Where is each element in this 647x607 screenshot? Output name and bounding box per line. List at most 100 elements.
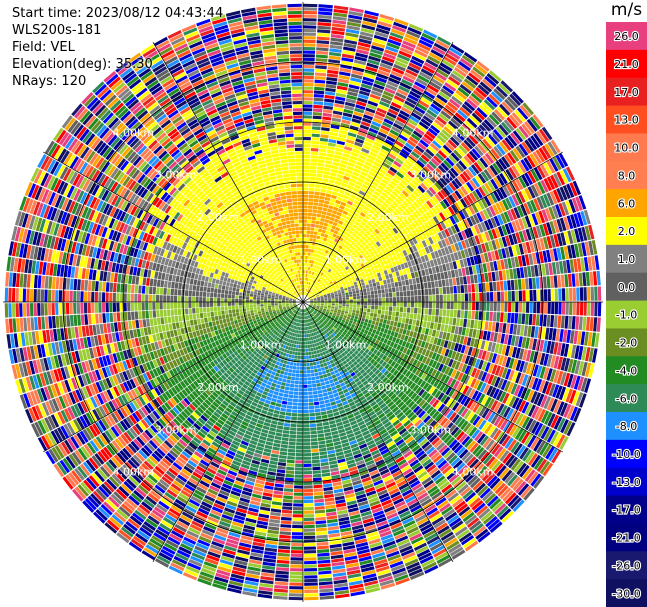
velocity-gate — [388, 288, 392, 293]
velocity-gate — [489, 311, 493, 322]
velocity-gate — [499, 450, 510, 462]
velocity-gate — [353, 111, 364, 117]
velocity-gate — [326, 446, 335, 451]
velocity-gate — [303, 481, 313, 486]
velocity-gate — [331, 558, 344, 563]
velocity-gate — [296, 435, 303, 439]
velocity-gate — [340, 439, 349, 444]
velocity-gate — [430, 103, 442, 113]
velocity-gate — [309, 297, 313, 299]
velocity-gate — [348, 401, 356, 407]
velocity-gate — [410, 290, 414, 296]
velocity-gate — [312, 115, 322, 120]
velocity-gate — [310, 151, 319, 156]
velocity-gate — [562, 329, 568, 343]
velocity-gate — [314, 343, 318, 347]
velocity-gate — [448, 388, 456, 398]
velocity-gate — [364, 302, 368, 306]
velocity-gate — [546, 160, 556, 174]
velocity-gate — [447, 492, 459, 502]
velocity-gate — [327, 526, 339, 531]
velocity-gate — [319, 319, 323, 323]
velocity-gate — [541, 126, 553, 141]
velocity-gate — [326, 353, 331, 358]
velocity-gate — [318, 325, 322, 329]
velocity-gate — [344, 391, 351, 397]
velocity-gate — [305, 341, 308, 345]
velocity-gate — [389, 213, 396, 220]
velocity-gate — [325, 357, 330, 362]
velocity-gate — [525, 241, 532, 254]
velocity-gate — [303, 391, 308, 396]
velocity-gate — [312, 312, 316, 315]
velocity-gate — [358, 275, 363, 280]
velocity-gate — [424, 461, 435, 470]
velocity-gate — [528, 253, 534, 265]
velocity-gate — [435, 427, 445, 436]
velocity-gate — [332, 114, 342, 119]
velocity-gate — [529, 290, 533, 301]
velocity-gate — [347, 162, 356, 168]
velocity-gate — [492, 429, 502, 441]
velocity-gate — [510, 279, 515, 291]
velocity-gate — [310, 314, 313, 318]
velocity-gate — [424, 230, 431, 238]
velocity-gate — [498, 355, 505, 366]
velocity-gate — [474, 175, 484, 186]
velocity-gate — [560, 343, 566, 357]
velocity-gate — [399, 403, 407, 411]
velocity-gate — [342, 302, 346, 305]
velocity-gate — [363, 205, 370, 212]
velocity-gate — [324, 275, 328, 279]
velocity-gate — [345, 562, 359, 568]
velocity-gate — [303, 226, 307, 231]
velocity-gate — [524, 121, 535, 134]
velocity-gate — [335, 499, 346, 504]
velocity-gate — [314, 264, 317, 269]
velocity-gate — [484, 272, 489, 282]
velocity-gate — [387, 515, 400, 523]
velocity-gate — [299, 334, 302, 338]
velocity-gate — [463, 196, 471, 206]
velocity-gate — [491, 111, 503, 123]
velocity-gate — [344, 313, 348, 317]
velocity-gate — [366, 221, 373, 227]
velocity-gate — [317, 559, 331, 564]
velocity-gate — [340, 373, 346, 379]
velocity-gate — [424, 565, 439, 574]
velocity-gate — [455, 162, 465, 173]
velocity-gate — [430, 422, 439, 431]
velocity-gate — [340, 382, 346, 387]
velocity-gate — [423, 202, 431, 211]
velocity-gate — [428, 288, 432, 295]
velocity-gate — [361, 317, 366, 322]
velocity-gate — [423, 221, 430, 230]
velocity-gate — [409, 357, 415, 365]
velocity-gate — [310, 302, 314, 304]
velocity-gate — [313, 304, 317, 306]
velocity-gate — [358, 93, 369, 100]
velocity-gate — [334, 294, 338, 297]
velocity-gate — [420, 498, 433, 507]
velocity-gate — [504, 247, 510, 258]
velocity-gate — [303, 208, 308, 213]
velocity-gate — [462, 470, 474, 481]
velocity-gate — [412, 539, 426, 548]
velocity-gate — [345, 261, 350, 266]
velocity-gate — [379, 374, 386, 381]
velocity-gate — [310, 441, 318, 446]
velocity-gate — [327, 186, 334, 191]
velocity-gate — [298, 384, 303, 388]
velocity-gate — [560, 232, 567, 246]
velocity-gate — [283, 491, 293, 496]
velocity-gate — [348, 243, 353, 249]
velocity-gate — [378, 66, 391, 74]
velocity-gate — [337, 331, 342, 336]
velocity-gate — [303, 409, 309, 414]
velocity-gate — [337, 257, 341, 262]
velocity-gate — [374, 158, 384, 165]
velocity-gate — [542, 236, 549, 250]
velocity-gate — [406, 30, 421, 39]
velocity-gate — [399, 359, 406, 366]
velocity-gate — [356, 436, 365, 443]
